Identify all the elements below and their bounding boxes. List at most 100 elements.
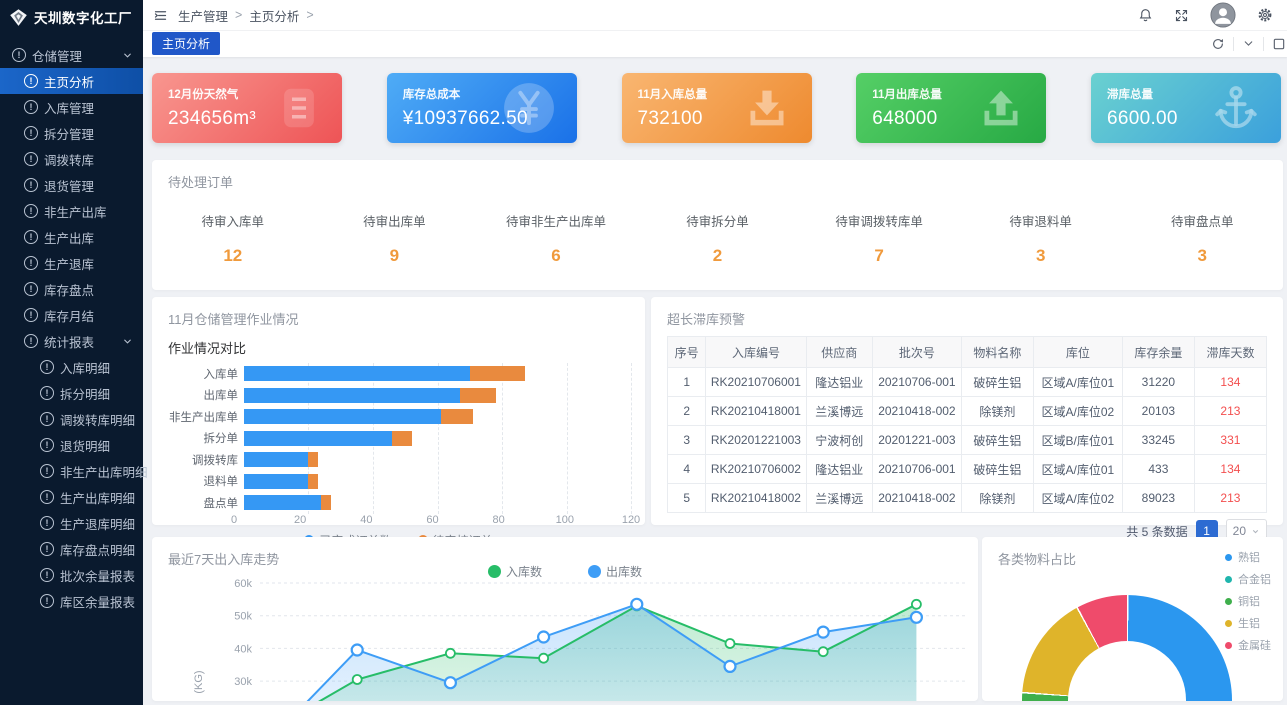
pending-order-label: 待审出库单 <box>363 215 426 229</box>
sidebar-item[interactable]: ! 生产出库 <box>0 224 143 250</box>
sidebar-item[interactable]: ! 非生产出库 <box>0 198 143 224</box>
sidebar-item[interactable]: ! 库存盘点明细 <box>0 536 143 562</box>
inbound-icon <box>744 86 790 130</box>
legend-item[interactable]: 入库数 <box>487 563 542 580</box>
bar-category-label: 退料单 <box>203 476 239 489</box>
circle-exclamation-icon: ! <box>24 178 38 192</box>
bell-icon[interactable] <box>1138 7 1153 23</box>
sidebar-item-label: 入库管理 <box>44 101 95 116</box>
logo-icon <box>9 8 28 27</box>
bar-row: 拆分单 <box>162 428 631 450</box>
pending-orders-panel: 待处理订单 待审入库单 12 待审出库单 9 待审非生产出库单 6 待审拆分单 2 待审调拨转库… <box>152 160 1283 290</box>
sidebar-item[interactable]: ! 库区余量报表 <box>0 588 143 614</box>
table-cell: 33245 <box>1121 425 1195 455</box>
bar-segment <box>469 366 525 382</box>
breadcrumb-separator: > <box>306 8 314 22</box>
y-tick-label: 50k <box>234 611 252 623</box>
data-point-marker <box>350 643 364 657</box>
table-cell: RK20210418002 <box>705 483 807 513</box>
sidebar-group[interactable]: ! 仓储管理 <box>0 42 143 68</box>
sidebar-item[interactable]: ! 批次余量报表 <box>0 562 143 588</box>
bar-track <box>244 452 631 468</box>
sidebar-item[interactable]: ! 生产退库 <box>0 250 143 276</box>
breadcrumb-item[interactable]: 生产管理 <box>178 9 229 24</box>
stat-card-value: 648000 <box>872 108 938 129</box>
bar-track <box>244 473 631 489</box>
legend-item[interactable]: 生铝 <box>1225 615 1271 631</box>
pending-order-item: 待审盘点单 3 <box>1121 211 1283 266</box>
sidebar-item[interactable]: ! 入库明细 <box>0 354 143 380</box>
gear-icon[interactable] <box>1257 7 1273 23</box>
sidebar-item[interactable]: ! 退货管理 <box>0 172 143 198</box>
fullscreen-icon[interactable] <box>1174 8 1189 23</box>
page-button[interactable]: 1 <box>1195 520 1218 542</box>
sidebar-item-label: 入库明细 <box>60 361 111 376</box>
gridline <box>501 363 503 514</box>
sidebar-item[interactable]: ! 主页分析 <box>0 68 143 94</box>
sidebar-item[interactable]: ! 调拨转库明细 <box>0 406 143 432</box>
bar-row: 盘点单 <box>162 492 631 514</box>
legend-item[interactable]: 出库数 <box>588 563 642 580</box>
tab-home-analysis[interactable]: 主页分析 <box>152 32 221 55</box>
chevron-down-icon <box>122 336 133 347</box>
stat-card: 12月份天然气 234656m³ <box>152 73 342 143</box>
sidebar-item-label: 退货管理 <box>44 179 95 194</box>
sidebar-item[interactable]: ! 生产退库明细 <box>0 510 143 536</box>
pending-order-count: 3 <box>1197 246 1207 265</box>
x-tick-label: 120 <box>621 513 641 526</box>
legend-item[interactable]: 铜铝 <box>1225 593 1271 609</box>
sidebar-item[interactable]: ! 库存盘点 <box>0 276 143 302</box>
circle-exclamation-icon: ! <box>40 490 54 504</box>
stat-card: 库存总成本 ¥10937662.50 <box>386 73 577 143</box>
bar-category-label: 拆分单 <box>203 433 239 446</box>
sidebar-item[interactable]: ! 库存月结 <box>0 302 143 328</box>
bar-track <box>244 366 631 382</box>
sidebar-group[interactable]: ! 统计报表 <box>0 328 143 354</box>
bar-chart-title: 11月仓储管理作业情况 <box>168 312 299 327</box>
circle-exclamation-icon: ! <box>24 308 38 322</box>
pending-orders-list: 待审入库单 12 待审出库单 9 待审非生产出库单 6 待审拆分单 2 待审调拨转库单 7 待审退料… <box>152 211 1283 266</box>
pending-order-count: 12 <box>223 246 243 265</box>
breadcrumb-item[interactable]: 主页分析 <box>249 9 300 24</box>
sidebar-item[interactable]: ! 入库管理 <box>0 94 143 120</box>
x-tick-label: 0 <box>230 513 238 526</box>
table-title: 超长滞库预警 <box>667 312 746 327</box>
sidebar-item-label: 批次余量报表 <box>60 569 136 584</box>
table-body: 1 RK20210706001 隆达铝业 20210706-001 破碎生铝 区域A/库位… <box>666 367 1268 513</box>
bar-row: 出库单 <box>162 385 631 407</box>
pending-order-item: 待审入库单 12 <box>152 211 314 266</box>
data-point-marker <box>444 647 456 659</box>
table-cell: 区域B/库位01 <box>1032 425 1123 455</box>
window-icon[interactable] <box>1264 37 1287 51</box>
data-point-marker <box>911 598 922 610</box>
legend-item[interactable]: 合金铝 <box>1225 571 1271 587</box>
y-tick-label: 40k <box>234 643 252 655</box>
sidebar-item[interactable]: ! 拆分明细 <box>0 380 143 406</box>
stat-card-title: 12月份天然气 <box>168 89 239 101</box>
table-header-cell: 库位 <box>1032 336 1123 368</box>
pending-order-label: 待审入库单 <box>201 215 265 229</box>
refresh-icon[interactable] <box>1203 37 1233 51</box>
data-point-marker <box>351 674 363 685</box>
sidebar-item[interactable]: ! 生产出库明细 <box>0 484 143 510</box>
sidebar-item-label: 仓储管理 <box>32 49 83 64</box>
page-size-value: 20 <box>1232 524 1246 538</box>
table-cell: 隆达铝业 <box>805 367 873 397</box>
sidebar-item-label: 拆分管理 <box>44 127 95 142</box>
donut-chart-title: 各类物料占比 <box>998 552 1077 567</box>
bar-row: 入库单 <box>162 363 631 385</box>
legend-item[interactable]: 熟铝 <box>1225 549 1271 565</box>
collapse-sidebar-icon[interactable] <box>153 8 168 23</box>
chevron-down-icon[interactable] <box>1234 37 1263 50</box>
sidebar-item[interactable]: ! 非生产出库明细 <box>0 458 148 484</box>
table-cell: 区域A/库位01 <box>1032 454 1123 484</box>
sidebar-item[interactable]: ! 退货明细 <box>0 432 143 458</box>
table-cell: 20210706-001 <box>871 367 962 397</box>
legend-item[interactable]: 金属硅 <box>1225 637 1271 653</box>
circle-exclamation-icon: ! <box>24 256 38 270</box>
sidebar-item[interactable]: ! 调拨转库 <box>0 146 143 172</box>
sidebar-item[interactable]: ! 拆分管理 <box>0 120 143 146</box>
bar-row: 调拨转库 <box>162 449 631 471</box>
circle-exclamation-icon: ! <box>24 126 38 140</box>
avatar[interactable] <box>1210 2 1236 28</box>
